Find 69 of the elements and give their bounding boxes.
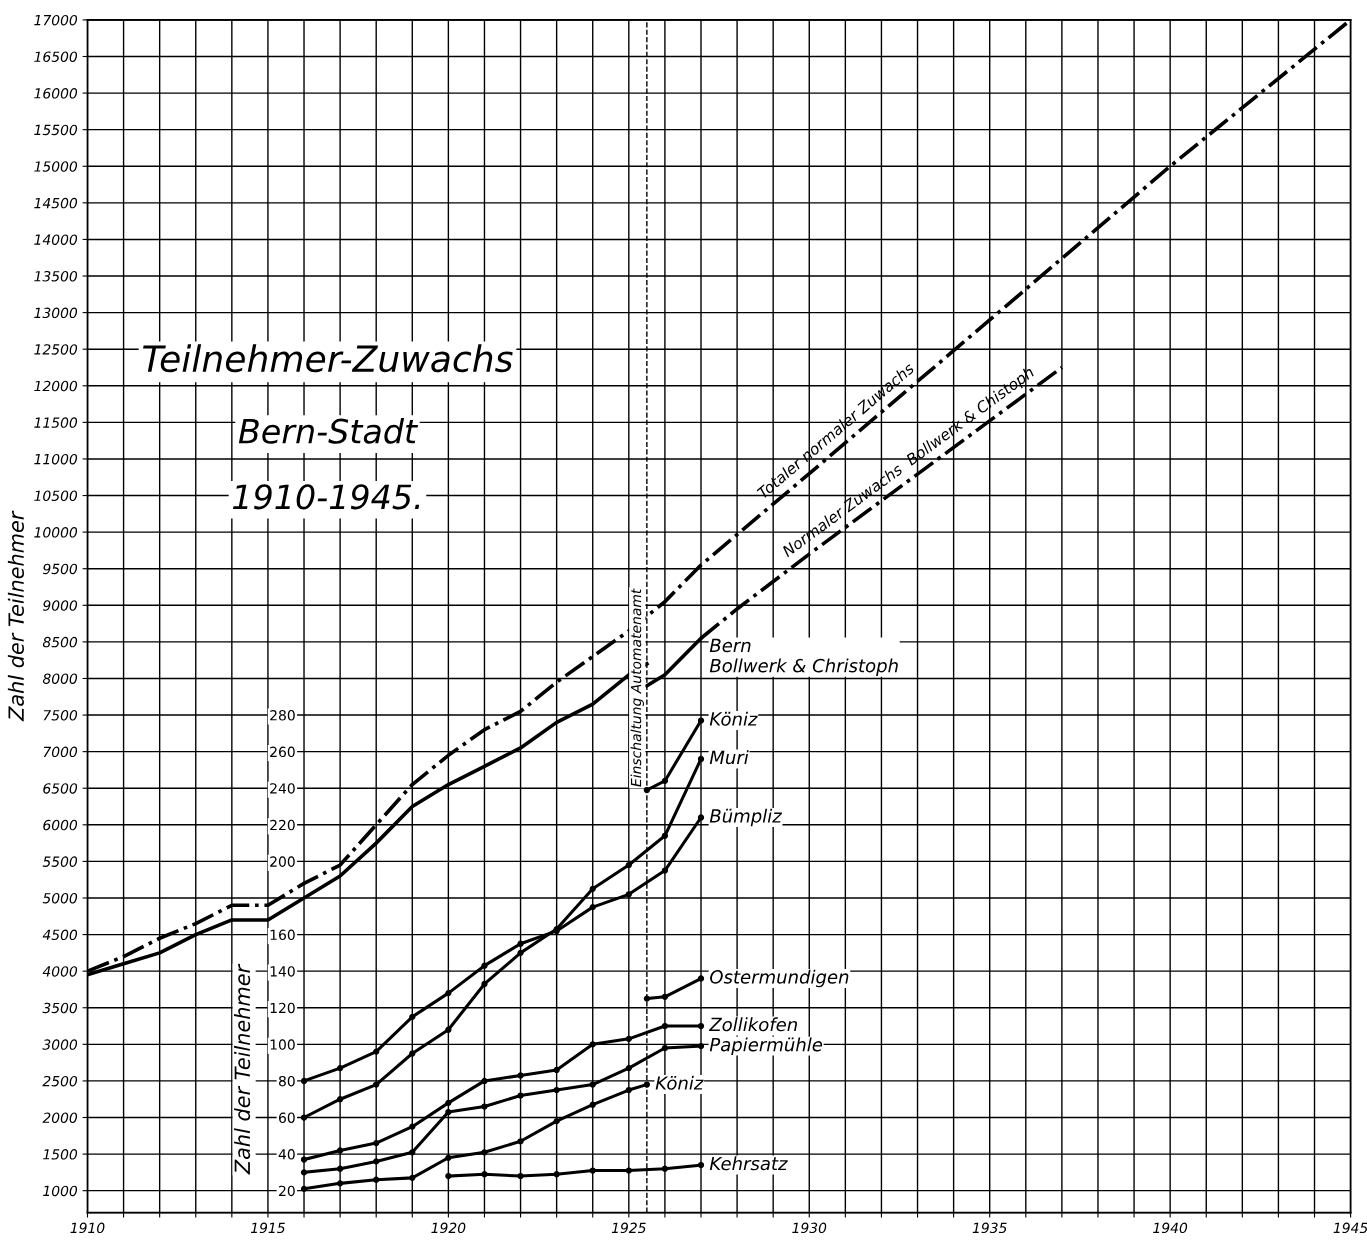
y-tick-label: 7500: [43, 710, 78, 721]
x-tick-label: 1920: [431, 1222, 466, 1234]
series-label: Köniz: [709, 711, 758, 726]
series-label: Köniz: [655, 1075, 704, 1090]
y2-axis-title: Zahl der Teilnehmer: [234, 963, 251, 1175]
x-tick-label: 1940: [1153, 1222, 1188, 1234]
series-label: Kehrsatz: [709, 1156, 788, 1171]
y2-tick-label: 220: [270, 819, 295, 831]
y2-tick-label: 280: [270, 710, 295, 721]
series-label: Papiermühle: [709, 1037, 823, 1055]
y-tick-label: 7000: [43, 746, 78, 758]
y-tick-label: 3500: [42, 1002, 78, 1014]
y2-tick-label: 100: [270, 1039, 295, 1050]
series-label: Bern Bollwerk & Christoph: [709, 638, 898, 676]
y-tick-label: 12000: [34, 380, 78, 392]
x-tick-label: 1925: [611, 1222, 646, 1234]
y-tick-label: 2500: [42, 1075, 78, 1087]
series-label: Ostermundigen: [710, 969, 849, 988]
y2-tick-label: 240: [270, 783, 295, 794]
series-label: Muri: [709, 750, 749, 765]
y2-tick-label: 80: [278, 1075, 295, 1087]
x-tick-label: 1930: [792, 1222, 827, 1234]
y2-tick-label: 120: [270, 1002, 295, 1014]
text: Bern-Stadt: [238, 418, 419, 444]
y-tick-label: 4500: [42, 929, 78, 941]
y-tick-label: 11500: [34, 417, 78, 428]
series-label: Zollikofen: [708, 1017, 797, 1032]
y2-tick-label: 140: [270, 966, 295, 977]
y-tick-label: 15000: [34, 161, 78, 172]
y-tick-label: 6500: [43, 783, 78, 794]
annotation: 1910-1945.: [232, 484, 420, 510]
y-tick-label: 10500: [34, 490, 78, 502]
y-tick-label: 1000: [43, 1185, 78, 1197]
x-tick-label: 1910: [70, 1222, 105, 1234]
y-tick-label: 2000: [42, 1112, 78, 1123]
x-tick-label: 1935: [972, 1222, 1007, 1234]
y2-tick-label: 260: [270, 746, 295, 758]
y-tick-label: 13500: [34, 270, 78, 282]
y-tick-label: 3000: [42, 1039, 78, 1050]
y2-tick-label: 160: [270, 929, 295, 941]
y-tick-label: 13000: [34, 307, 78, 319]
y-axis-title: Zahl der Teilnehmer: [7, 510, 24, 722]
x-tick-label: 1915: [250, 1222, 285, 1234]
y-tick-label: 4000: [42, 966, 78, 977]
y-tick-label: 12500: [34, 344, 78, 355]
y-tick-label: 9500: [43, 563, 78, 575]
y-tick-label: 14500: [34, 197, 78, 209]
y-tick-label: 6000: [43, 819, 78, 831]
y-tick-label: 10000: [34, 527, 78, 538]
y-tick-label: 17000: [34, 14, 78, 26]
x-tick-label: 1945: [1333, 1222, 1367, 1234]
y-tick-label: 5000: [42, 892, 78, 904]
y-tick-label: 14000: [34, 234, 78, 245]
y-tick-label: 16000: [34, 88, 78, 99]
y2-tick-label: 200: [270, 856, 295, 867]
y2-tick-label: 20: [279, 1185, 295, 1197]
ref-line-label: Einschaltung Automatenamt: [630, 588, 644, 787]
series-label: Bümpliz: [709, 808, 783, 827]
y2-tick-label: 60: [278, 1112, 295, 1123]
y2-tick-label: 40: [278, 1149, 295, 1160]
y-tick-label: 1500: [43, 1149, 78, 1160]
text: Teilnehmer-Zuwachs: [143, 344, 513, 373]
y-tick-label: 16500: [34, 51, 78, 62]
y-tick-label: 15500: [34, 124, 78, 136]
y-tick-label: 11000: [34, 453, 78, 465]
y-tick-label: 9000: [43, 600, 78, 611]
y-tick-label: 8500: [42, 636, 78, 648]
y-tick-label: 5500: [42, 856, 78, 867]
y-tick-label: 8000: [42, 673, 78, 684]
